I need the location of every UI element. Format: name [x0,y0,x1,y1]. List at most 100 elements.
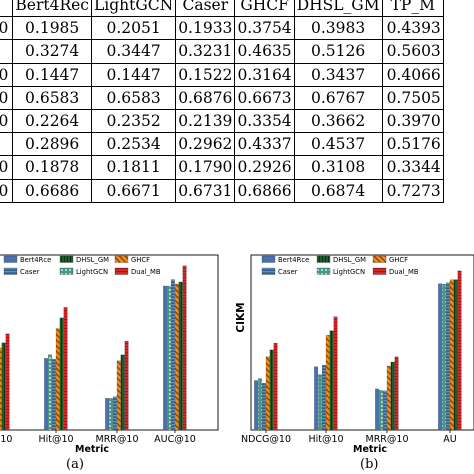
table-cell: 0.5176 [381,132,445,157]
table-cell: 0.4066 [381,62,445,87]
table-cell [0,39,14,64]
legend-swatch [3,255,18,263]
bar-ghcf [0,347,2,431]
bar-ghcf [116,360,121,431]
bar-dual-mb [394,356,399,431]
legend-label: DHSL_GM [333,256,366,264]
legend-swatch [114,255,129,263]
table-cell: 0.6767 [293,85,383,110]
bar-ghcf [55,328,60,431]
table-cell: 0.6583 [12,85,92,110]
plot-frame [250,254,474,431]
table-cell: 10 [0,178,14,203]
table-header-cell: Bert4Rec [12,0,92,18]
legend-label: GHCF [131,256,150,264]
table-header-cell: LightGCN [90,0,177,18]
bar-lightgcn [167,285,171,431]
bar-dual-mb [5,333,10,431]
bar-bert4rce [254,380,259,431]
bar-dhsl-gm [329,330,334,431]
table-cell: 0.1878 [12,155,92,180]
bar-dhsl-gm [59,317,64,431]
bar-caser [446,282,450,431]
bar-ghcf [174,283,179,431]
bar-dual-mb [457,270,462,431]
bar-caser [262,383,266,431]
table-cell: 0.3437 [293,62,383,87]
table-cell: 0.5126 [293,39,383,64]
x-axis-label: Metric [353,444,387,455]
table-row: @10 0.1985 0.2051 0.1933 0.3754 0.3983 0… [0,16,445,41]
table-cell: 0.4393 [381,16,445,41]
table-cell: @10 [0,16,14,41]
table-row: 10 0.1878 0.1811 0.1790 0.2926 0.3108 0.… [0,155,445,180]
bar-bert4rce [375,388,379,431]
table-cell: 0.3662 [293,108,383,134]
table-row: 10 0.6686 0.6671 0.6731 0.6866 0.6874 0.… [0,178,445,203]
x-tick-label: NDCG@10 [241,434,291,445]
bar-caser [171,279,175,431]
table-cell: 0.1447 [12,62,92,87]
table-cell: 0.7273 [381,178,445,203]
table-cell: 0.1811 [90,155,177,180]
legend-swatch [59,255,74,263]
table-row: 0 0.6583 0.6583 0.6876 0.6673 0.6767 0.7… [0,85,445,110]
bar-lightgcn [258,378,262,431]
table-cell: 0.6583 [90,85,177,110]
legend-swatch [372,255,387,263]
x-tick-label: MRR@10 [96,434,139,445]
legend-label: Caser [278,268,298,276]
bar-dual-mb [333,316,338,431]
bar-lightgcn [109,398,113,431]
legend-swatch [261,255,276,263]
table-cell: 0.6866 [234,178,295,203]
table-cell: 0.3274 [12,39,92,64]
table-header-row: Bert4Rec LightGCN Caser GHCF DHSL_GM TP_… [0,0,445,18]
table-cell: 0.3970 [381,108,445,134]
table-header-cell: Caser [175,0,236,18]
x-tick-label: MRR@10 [366,434,409,445]
legend-label: GHCF [389,256,408,264]
bar-lightgcn [48,354,52,431]
legend-label: Dual_MB [131,268,161,276]
legend-swatch [3,267,18,275]
chart-a: G@10 Hit@10 MRR@10 AUC@10 Metric Bert4Rce Case… [0,254,219,455]
table-cell: 0.1933 [175,16,236,41]
bar-bert4rce [314,366,318,431]
table-cell: 0.1447 [90,62,177,87]
legend-label: Bert4Rce [278,256,309,264]
table-cell: 0.4635 [234,39,295,64]
bar-dhsl-gm [178,281,183,431]
table-cell: 0.6673 [234,85,295,110]
bar-caser [322,365,326,431]
bar-ghcf [325,335,330,431]
table-cell: 0.3108 [293,155,383,180]
table-header-cell: DHSL_GM [293,0,383,18]
x-tick-label: Hit@10 [308,434,343,445]
table-cell: 10 [0,155,14,180]
table-cell: 0.2962 [175,132,236,157]
bar-caser [112,396,117,431]
table-cell: 0.4337 [234,132,295,157]
table-header-cell: GHCF [234,0,295,18]
table-cell: 0.3344 [381,155,445,180]
table-cell [0,132,14,157]
table-cell: 0.1522 [175,62,236,87]
table-cell: 0.2051 [90,16,177,41]
x-axis-label: Metric [75,444,109,455]
bar-caser [51,359,56,431]
table-cell: 0.3754 [234,16,295,41]
table-cell: 0 [0,62,14,87]
y-axis-label: CIKM [235,302,247,332]
plot-frame [0,254,219,431]
table-cell: 0.2926 [234,155,295,180]
legend-label: Caser [20,268,40,276]
table-header-cell [0,0,14,18]
table-cell: 0.3164 [234,62,295,87]
bar-dual-mb [63,307,68,431]
bar-dual-mb [124,340,129,431]
results-table: Bert4Rec LightGCN Caser GHCF DHSL_GM TP_… [0,0,445,203]
table-cell: 0.2534 [90,132,177,157]
bar-bert4rce [105,398,110,431]
bar-dhsl-gm [390,361,395,431]
